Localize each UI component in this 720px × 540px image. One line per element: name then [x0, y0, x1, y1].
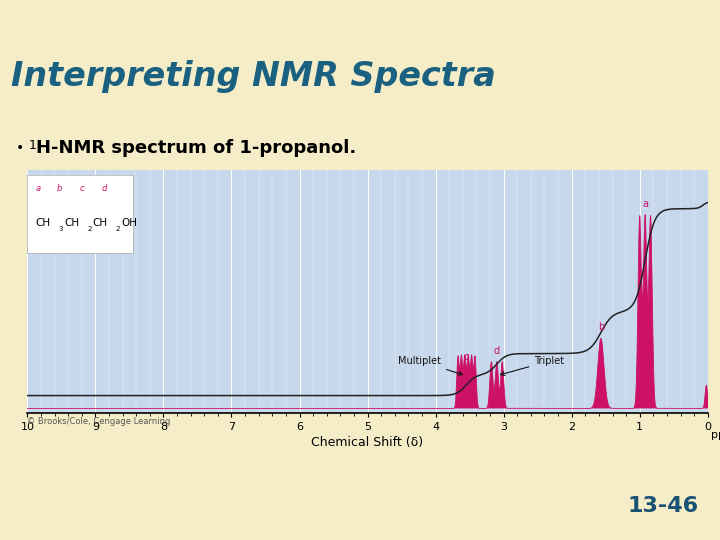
Text: d: d — [494, 346, 500, 356]
Text: H-NMR spectrum of 1-propanol.: H-NMR spectrum of 1-propanol. — [36, 139, 356, 157]
Text: 1: 1 — [29, 139, 37, 152]
Text: c: c — [464, 352, 469, 362]
Text: Interpreting NMR Spectra: Interpreting NMR Spectra — [11, 60, 495, 93]
Text: © Brooks/Cole, Cengage Learning: © Brooks/Cole, Cengage Learning — [27, 417, 171, 426]
X-axis label: Chemical Shift (δ): Chemical Shift (δ) — [312, 436, 423, 449]
Text: •: • — [16, 141, 24, 156]
Text: Multiplet: Multiplet — [398, 356, 462, 375]
Text: 13-46: 13-46 — [627, 496, 698, 516]
Text: ppm: ppm — [711, 430, 720, 440]
Text: a: a — [642, 199, 648, 209]
Text: Triplet: Triplet — [500, 356, 564, 375]
Text: b: b — [598, 322, 604, 333]
